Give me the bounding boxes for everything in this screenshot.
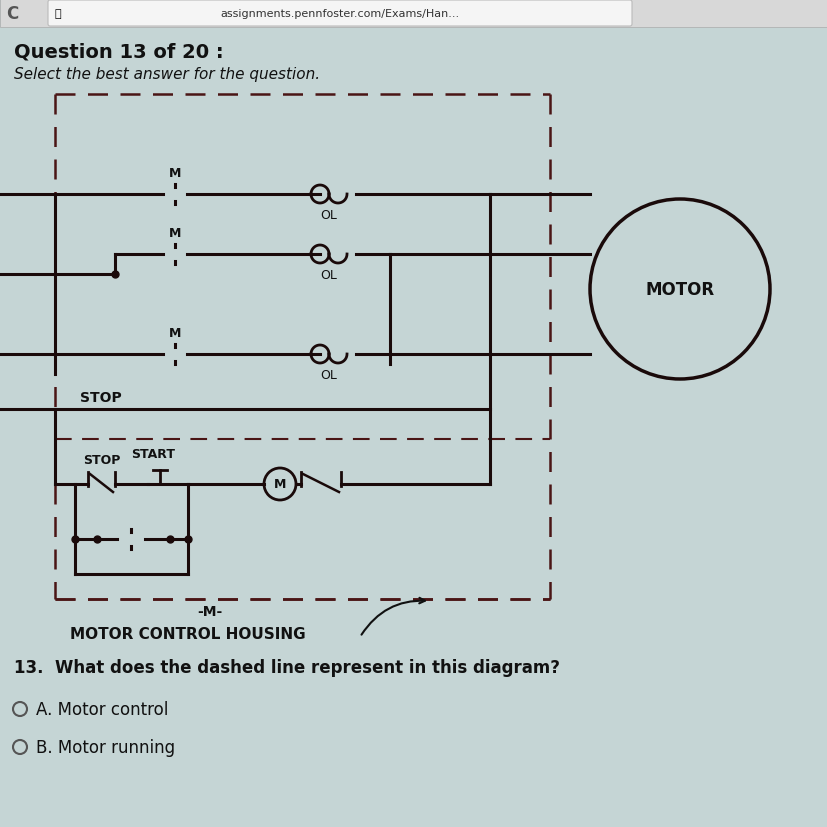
FancyBboxPatch shape xyxy=(0,0,827,28)
Text: MOTOR: MOTOR xyxy=(645,280,714,299)
Text: STOP: STOP xyxy=(83,453,120,466)
Text: -M-: -M- xyxy=(197,605,222,619)
Text: OL: OL xyxy=(320,208,337,222)
Text: MOTOR CONTROL HOUSING: MOTOR CONTROL HOUSING xyxy=(70,627,305,642)
Text: M: M xyxy=(169,227,181,240)
Text: M: M xyxy=(169,167,181,179)
Text: M: M xyxy=(274,478,286,491)
Text: START: START xyxy=(131,447,174,461)
Text: 13.  What does the dashed line represent in this diagram?: 13. What does the dashed line represent … xyxy=(14,658,559,676)
Text: B. Motor running: B. Motor running xyxy=(36,739,175,756)
Text: M: M xyxy=(169,327,181,340)
Text: Question 13 of 20 :: Question 13 of 20 : xyxy=(14,42,223,61)
Text: STOP: STOP xyxy=(80,390,122,404)
Text: OL: OL xyxy=(320,269,337,282)
FancyBboxPatch shape xyxy=(48,1,631,27)
Text: C: C xyxy=(6,5,18,23)
Text: Select the best answer for the question.: Select the best answer for the question. xyxy=(14,66,320,81)
Text: A. Motor control: A. Motor control xyxy=(36,700,168,718)
Text: OL: OL xyxy=(320,369,337,381)
Text: assignments.pennfoster.com/Exams/Han...: assignments.pennfoster.com/Exams/Han... xyxy=(220,9,459,19)
Text: 🔒: 🔒 xyxy=(55,9,61,19)
